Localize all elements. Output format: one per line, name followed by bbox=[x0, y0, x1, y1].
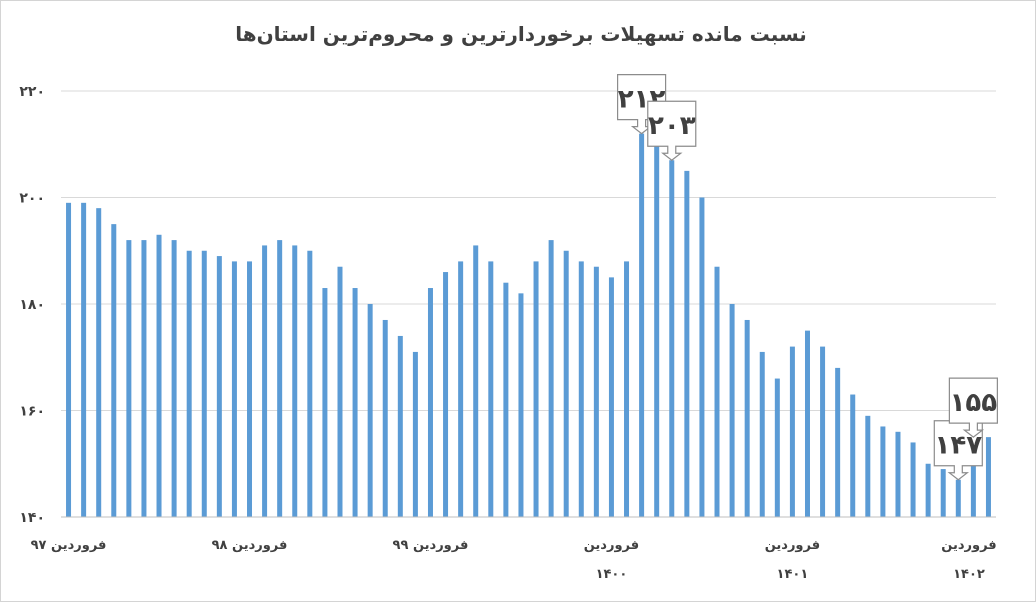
x-tick-label: فروردین ۹۷ bbox=[31, 538, 107, 553]
bar bbox=[804, 330, 810, 517]
gridlines bbox=[61, 90, 996, 411]
x-axis-labels: فروردین ۹۷ فروردین ۹۸ فروردین ۹۹ فروردین ۱۴۰… bbox=[31, 538, 997, 582]
bar bbox=[96, 208, 102, 517]
y-tick-label: ۱۶۰ bbox=[19, 404, 45, 420]
bar bbox=[850, 394, 856, 517]
bar bbox=[835, 367, 841, 517]
bar bbox=[292, 245, 298, 518]
bar bbox=[654, 133, 660, 517]
bar bbox=[141, 240, 147, 517]
bar bbox=[427, 288, 433, 517]
x-tick-label: فروردین ۹۸ bbox=[212, 538, 288, 553]
bar bbox=[895, 431, 901, 517]
bar bbox=[624, 261, 630, 517]
bar bbox=[593, 266, 599, 517]
bar bbox=[262, 245, 268, 518]
bars bbox=[66, 133, 991, 518]
bar bbox=[247, 261, 253, 517]
bar bbox=[367, 304, 373, 517]
bar bbox=[503, 282, 509, 517]
bar bbox=[880, 426, 886, 517]
bar bbox=[533, 261, 539, 517]
bar bbox=[488, 261, 494, 517]
bar bbox=[352, 288, 358, 517]
bar bbox=[865, 415, 871, 517]
bar bbox=[729, 304, 735, 517]
bar bbox=[171, 240, 177, 517]
bar bbox=[940, 469, 946, 517]
bar bbox=[970, 437, 976, 517]
x-tick-label: فروردین ۹۹ bbox=[393, 538, 469, 553]
y-tick-label: ۲۲۰ bbox=[19, 84, 45, 100]
bar bbox=[337, 266, 343, 517]
bar bbox=[759, 351, 765, 517]
bar bbox=[955, 479, 961, 517]
x-tick-label: فروردین bbox=[765, 538, 820, 553]
bar bbox=[81, 202, 87, 517]
callout-box bbox=[948, 377, 998, 438]
bar bbox=[578, 261, 584, 517]
x-tick-label: فروردین bbox=[584, 538, 639, 553]
bar bbox=[699, 197, 705, 517]
x-tick-label: ۱۴۰۲ bbox=[953, 567, 985, 582]
bar bbox=[925, 463, 931, 517]
bar bbox=[518, 293, 524, 517]
x-tick-label: فروردین bbox=[941, 538, 996, 553]
bar bbox=[382, 319, 388, 517]
bar bbox=[985, 437, 991, 517]
bar bbox=[126, 240, 132, 517]
callout-label: ۱۵۵ bbox=[950, 388, 998, 418]
callout-label: ۲۰۳ bbox=[648, 111, 696, 141]
bar bbox=[277, 240, 283, 517]
bar bbox=[307, 250, 313, 517]
bar bbox=[397, 335, 403, 517]
bar bbox=[669, 160, 675, 517]
y-axis-ticks: ۱۴۰ ۱۶۰ ۱۸۰ ۲۰۰ ۲۲۰ bbox=[19, 84, 45, 526]
bar bbox=[789, 346, 795, 517]
bar bbox=[639, 133, 645, 517]
bar bbox=[563, 250, 569, 517]
bar bbox=[443, 272, 449, 517]
y-tick-label: ۱۸۰ bbox=[19, 297, 45, 313]
bar bbox=[201, 250, 207, 517]
bar bbox=[744, 319, 750, 517]
bar bbox=[910, 442, 916, 517]
bar bbox=[714, 266, 720, 517]
bar bbox=[156, 234, 162, 517]
bar bbox=[458, 261, 464, 517]
bar bbox=[412, 351, 418, 517]
bar bbox=[322, 288, 328, 517]
bar bbox=[608, 277, 614, 517]
bar bbox=[548, 240, 554, 517]
bar bbox=[186, 250, 192, 517]
bar bbox=[216, 256, 222, 517]
chart-title: نسبت مانده تسهیلات برخوردارترین و محروم‌… bbox=[235, 22, 807, 46]
bar bbox=[774, 378, 780, 517]
callout-box bbox=[647, 100, 697, 161]
bar bbox=[66, 202, 72, 517]
x-tick-label: ۱۴۰۰ bbox=[596, 567, 628, 582]
bar bbox=[231, 261, 237, 517]
bar bbox=[473, 245, 479, 518]
bar bbox=[111, 224, 117, 517]
bar bbox=[684, 170, 690, 517]
y-tick-label: ۲۰۰ bbox=[19, 191, 45, 207]
y-tick-label: ۱۴۰ bbox=[19, 510, 45, 526]
x-tick-label: ۱۴۰۱ bbox=[777, 567, 809, 582]
bar bbox=[820, 346, 826, 517]
